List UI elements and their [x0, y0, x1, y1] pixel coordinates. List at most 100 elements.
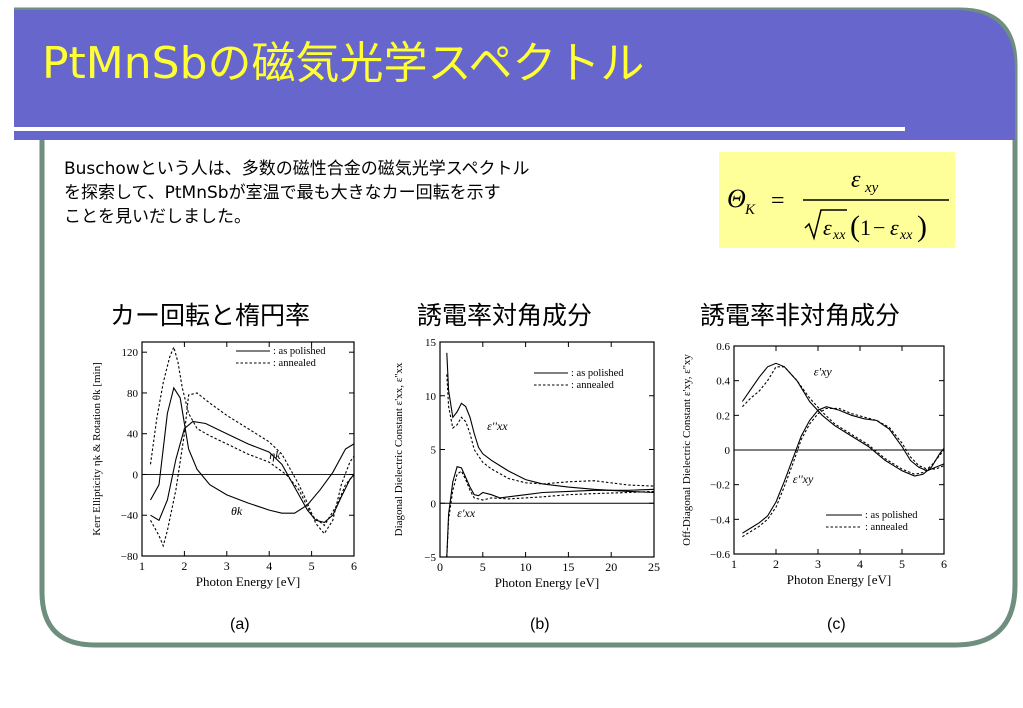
chart-b-caption: (b): [530, 616, 550, 633]
series-line: [742, 407, 945, 538]
series-line: [741, 362, 945, 477]
series-line: [446, 470, 655, 558]
y-tick-label: 0.4: [716, 376, 730, 388]
x-tick-label: 15: [562, 560, 574, 574]
x-tick-label: 25: [648, 560, 660, 574]
y-tick-label: 80: [127, 388, 139, 400]
chart-a-caption: (a): [230, 616, 250, 633]
x-tick-label: 5: [309, 559, 315, 573]
x-tick-label: 6: [351, 559, 357, 573]
formula-lhs-sub: K: [744, 202, 756, 218]
x-tick-label: 1: [139, 559, 145, 573]
x-tick-label: 1: [731, 557, 737, 571]
formula-eps-1: ε: [823, 215, 832, 240]
curve-annotation: θk: [231, 504, 243, 518]
y-tick-label: 15: [425, 337, 437, 349]
formula-equals: =: [771, 188, 785, 214]
formula-eps-2: ε: [890, 215, 899, 240]
y-tick-label: 0: [725, 445, 731, 457]
x-tick-label: 2: [181, 559, 187, 573]
kerr-formula: Θ K = ε xy ε xx ( 1 − ε xx ): [727, 167, 949, 243]
y-tick-label: −0.6: [710, 549, 730, 561]
x-tick-label: 3: [224, 559, 230, 573]
x-tick-label: 5: [899, 557, 905, 571]
y-axis-label: Diagonal Dielectric Constant ε'xx, ε''xx: [393, 362, 405, 536]
x-tick-label: 4: [266, 559, 272, 573]
curve-annotation: ε''xy: [793, 472, 814, 486]
x-tick-label: 4: [857, 557, 863, 571]
y-tick-label: 5: [431, 445, 437, 457]
body-line: Buschowという人は、多数の磁性合金の磁気光学スペクトル: [64, 159, 530, 179]
x-tick-label: 3: [815, 557, 821, 571]
kerr-formula-box: Θ K = ε xy ε xx ( 1 − ε xx ): [719, 152, 955, 248]
slide-title: PtMnSbの磁気光学スペクトル: [42, 38, 645, 89]
formula-paren-open: (: [850, 210, 860, 243]
x-axis-label: Photon Energy [eV]: [196, 574, 300, 589]
chart-c: 1 2 3 4 5 6 −0.6 −0.4 −0.2 0 0.2 0.4 0.6 Photon Energ…: [681, 341, 947, 587]
chart-c-heading: 誘電率非対角成分: [700, 301, 901, 330]
series-line: [150, 420, 355, 524]
formula-lhs: Θ: [727, 184, 746, 213]
chart-a: 1 2 3 4 5 6 −80 −40 0 40 80 120 Photon Energy [eV] Ke…: [91, 341, 357, 589]
formula-minus: −: [873, 215, 885, 240]
y-tick-label: −0.4: [710, 514, 730, 526]
x-axis-label: Photon Energy [eV]: [495, 575, 599, 590]
y-tick-label: 40: [127, 429, 139, 441]
x-tick-label: 6: [941, 557, 947, 571]
legend-label: : annealed: [571, 380, 615, 391]
y-axis-label: Kerr Ellipticity ηk & Rotation θk [min]: [91, 362, 103, 536]
series-line: [446, 466, 655, 558]
y-tick-label: 0: [431, 498, 437, 510]
legend-label: : as polished: [571, 368, 624, 379]
curve-annotation: ε''xx: [487, 419, 508, 433]
legend-label: : as polished: [273, 346, 326, 357]
chart-a-heading: カー回転と楕円率: [110, 301, 311, 330]
chart-b-heading: 誘電率対角成分: [417, 301, 593, 330]
slide-frame: [14, 7, 1018, 648]
curve-annotation: ηk: [269, 448, 281, 462]
formula-sqrt: [804, 209, 847, 241]
x-tick-label: 10: [520, 560, 532, 574]
series-line: [150, 392, 355, 548]
formula-numerator-sub: xy: [864, 180, 879, 196]
series-line: [742, 406, 945, 534]
curve-annotation: ε'xx: [457, 506, 476, 520]
formula-numerator: ε: [851, 167, 861, 193]
legend-label: : annealed: [865, 522, 909, 533]
x-tick-label: 5: [480, 560, 486, 574]
y-tick-label: −5: [424, 552, 436, 564]
series-line: [446, 352, 655, 494]
header-band: [14, 10, 1015, 140]
x-tick-label: 0: [437, 560, 443, 574]
formula-paren-close: ): [917, 210, 927, 243]
y-tick-label: 120: [122, 347, 139, 359]
series-line: [149, 345, 355, 527]
formula-sub-1: xx: [832, 228, 846, 243]
formula-one: 1: [860, 215, 871, 240]
y-tick-label: 0: [133, 469, 139, 481]
x-tick-label: 2: [773, 557, 779, 571]
y-tick-label: 10: [425, 391, 437, 403]
curve-annotation: ε'xy: [814, 364, 833, 378]
y-tick-label: −0.2: [710, 480, 730, 492]
chart-c-caption: (c): [827, 616, 846, 633]
series-line: [742, 366, 945, 475]
plot-frame: [141, 341, 355, 557]
x-tick-label: 20: [605, 560, 617, 574]
series-line: [446, 374, 655, 487]
y-axis-label: Off-Diagonal Dielectric Constant ε'xy, ε…: [681, 354, 693, 546]
y-tick-label: 0.6: [716, 341, 730, 353]
legend-label: : annealed: [273, 358, 317, 369]
y-tick-label: −40: [121, 510, 139, 522]
formula-sub-2: xx: [899, 228, 913, 243]
body-line: ことを見いだしました。: [64, 207, 251, 227]
x-axis-label: Photon Energy [eV]: [787, 572, 891, 587]
legend-label: : as polished: [865, 510, 918, 521]
y-tick-label: −80: [121, 551, 139, 563]
body-text: Buschowという人は、多数の磁性合金の磁気光学スペクトル を探索して、PtM…: [64, 157, 704, 229]
body-line: を探索して、PtMnSbが室温で最も大きなカー回転を示す: [64, 183, 501, 203]
series-line: [150, 386, 355, 514]
y-tick-label: 0.2: [716, 410, 730, 422]
